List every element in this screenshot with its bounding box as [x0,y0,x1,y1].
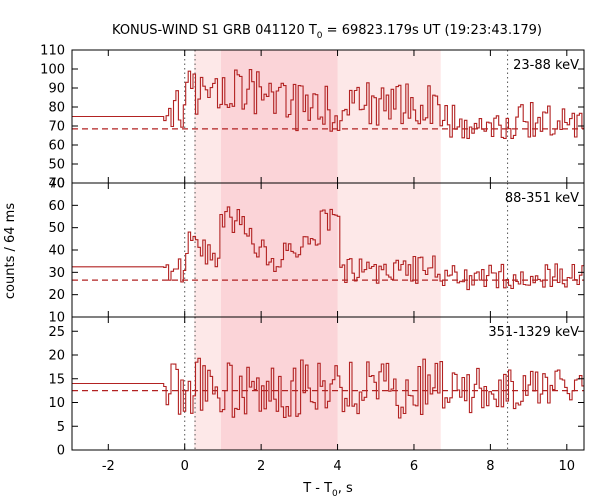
y-tick-label: 70 [48,177,65,192]
count-rate-series [72,69,584,140]
y-tick-label: 100 [40,63,65,78]
x-tick-label: 6 [410,459,418,474]
y-tick-label: 10 [48,396,65,411]
y-axis-label: counts / 64 ms [3,203,18,299]
y-tick-label: 80 [48,101,65,116]
y-tick-label: 5 [57,420,65,435]
panel-3: 0 5 10 15 20 25 351-1329 keV [48,316,585,459]
y-tick-label: 20 [48,288,65,303]
y-tick-label: 40 [48,177,65,192]
x-tick-label: 8 [486,459,494,474]
y-tick-label: 90 [48,82,65,97]
energy-band-label: 23-88 keV [513,58,579,73]
y-tick-label: 0 [57,444,65,459]
panel-1: 40 50 60 70 80 90 100 110 23-88 keV [40,44,585,192]
y-tick-label: 110 [40,44,65,59]
y-tick-label: 60 [48,199,65,214]
y-tick-label: 30 [48,266,65,281]
energy-band-label: 351-1329 keV [488,325,579,340]
x-tick-label: 10 [559,459,576,474]
y-tick-label: 20 [48,349,65,364]
y-tick-label: 70 [48,120,65,135]
energy-band-label: 88-351 keV [505,191,579,206]
x-tick-label: -2 [102,459,115,474]
y-tick-label: 25 [48,325,65,340]
shaded-interval-dark [221,50,338,450]
panel-frame [71,316,585,451]
x-axis-label: T - T0, s [302,481,353,499]
count-rate-series [72,357,584,419]
count-rate-series [72,206,584,291]
x-tick-label: 4 [333,459,341,474]
chart-title: KONUS-WIND S1 GRB 041120 T0 = 69823.179s… [112,23,542,41]
y-tick-label: 10 [48,311,65,326]
panel-2: 10 20 30 40 50 60 70 88-351 keV [48,177,585,326]
y-tick-label: 60 [48,139,65,154]
y-tick-label: 40 [48,244,65,259]
y-tick-label: 50 [48,221,65,236]
x-tick-label: 0 [181,459,189,474]
y-tick-label: 50 [48,158,65,173]
y-tick-label: 15 [48,372,65,387]
x-tick-label: 2 [257,459,265,474]
